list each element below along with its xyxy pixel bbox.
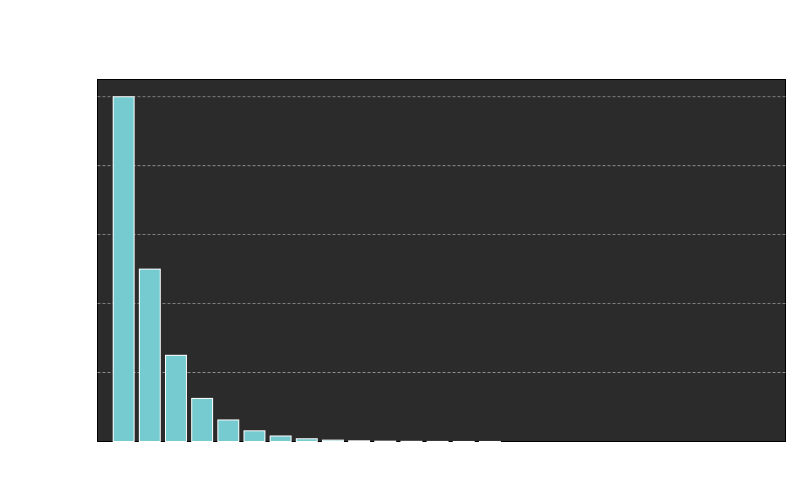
bar xyxy=(112,96,135,442)
bar xyxy=(217,419,240,443)
bar xyxy=(138,268,161,442)
bar xyxy=(295,438,318,443)
bars xyxy=(112,96,501,443)
bar xyxy=(321,439,344,442)
bar xyxy=(348,440,371,443)
plot-area xyxy=(97,79,786,442)
bar xyxy=(243,430,266,442)
bar xyxy=(269,435,292,442)
bar xyxy=(191,397,214,442)
bar xyxy=(165,354,187,442)
